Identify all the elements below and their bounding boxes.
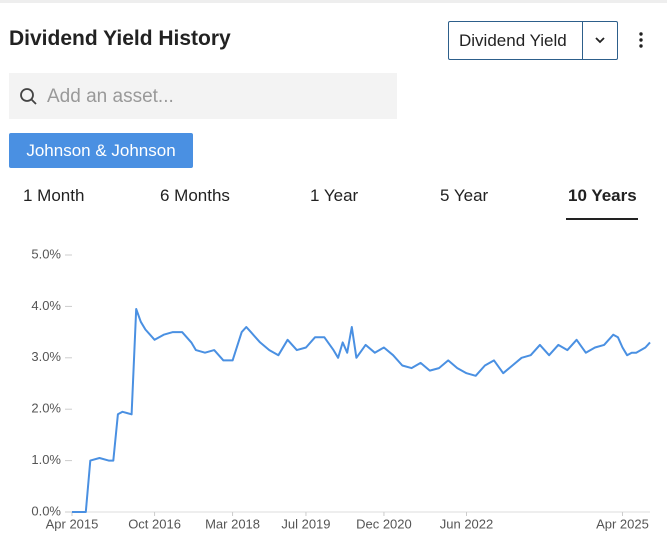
y-tick-label: 5.0% [31,246,61,261]
x-tick-label: Mar 2018 [205,516,260,531]
chevron-icon [595,37,605,44]
divider [582,22,583,59]
x-tick-label: Apr 2015 [46,516,99,531]
search-box[interactable]: Add an asset... [9,73,397,119]
title: Dividend Yield History [9,27,231,50]
x-tick-label: Dec 2020 [356,516,412,531]
y-tick-label: 3.0% [31,349,61,364]
x-tick-label: Jun 2022 [440,516,494,531]
tab[interactable]: 1 Month [23,186,85,205]
select-label: Dividend Yield [459,31,567,50]
y-tick-label: 1.0% [31,452,61,467]
tab[interactable]: 5 Year [440,186,489,205]
tab-underline [566,218,638,220]
metric-select[interactable]: Dividend Yield [448,21,618,60]
tab[interactable]: 6 Months [160,186,230,205]
top-bar [0,0,667,3]
y-tick-label: 0.0% [31,503,61,518]
chart: 0.0% 1.0% 2.0% 3.0% 4.0% 5.0% Apr 2015 Oct 2016… [31,246,651,531]
yield-line [72,308,651,513]
y-tick-label: 2.0% [31,401,61,416]
x-tick-label: Oct 2016 [128,516,181,531]
x-tick-label: Apr 2025 [596,516,649,531]
x-tick-label: Jul 2019 [281,516,330,531]
search-icon [20,88,37,105]
tab[interactable]: 1 Year [310,186,359,205]
asset-tag[interactable]: Johnson & Johnson [9,133,193,168]
more-menu[interactable] [636,31,646,51]
y-tick-label: 4.0% [31,298,61,313]
tab[interactable]: 10 Years [568,186,637,205]
search-placeholder: Add an asset... [47,86,174,107]
